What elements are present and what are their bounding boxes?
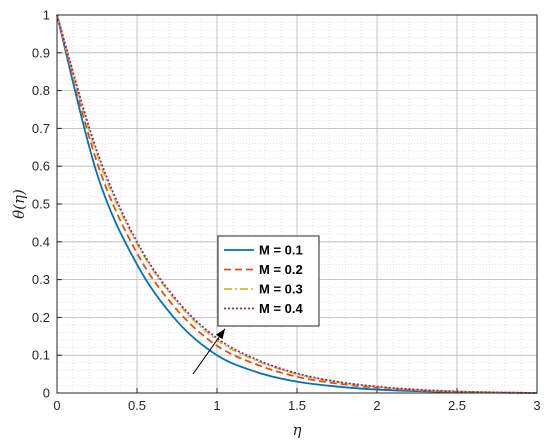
y-tick-label: 0	[43, 386, 50, 401]
annotation-arrow	[192, 328, 226, 375]
plot-frame	[56, 14, 538, 394]
y-tick-label: 0.6	[32, 159, 50, 174]
x-tick-label: 2	[373, 398, 380, 413]
legend-label: M = 0.2	[259, 262, 303, 277]
legend-box	[217, 235, 320, 327]
legend-label: M = 0.3	[259, 282, 303, 297]
x-axis-label: η	[293, 421, 302, 439]
y-axis-label: θ(η)	[10, 189, 28, 219]
series-group	[56, 14, 538, 394]
x-tick-label: 1	[213, 398, 220, 413]
y-tick-label: 0.5	[32, 197, 50, 212]
y-tick-label: 0.2	[32, 310, 50, 325]
x-tick-label: 1.5	[288, 398, 306, 413]
y-tick-label: 0.1	[32, 348, 50, 363]
x-tick-label: 0.5	[128, 398, 146, 413]
x-tick-label: 0	[53, 398, 60, 413]
legend-label: M = 0.1	[259, 243, 303, 258]
y-tick-label: 0.8	[32, 83, 50, 98]
arrow-head	[215, 328, 225, 340]
y-tick-label: 0.4	[32, 234, 50, 249]
x-tick-label: 2.5	[448, 398, 466, 413]
x-tick-labels: 0 0.5 1 1.5 2 2.5 3	[53, 398, 540, 413]
legend-label: M = 0.4	[259, 301, 303, 316]
legend: M = 0.1 M = 0.2 M = 0.3 M = 0.4	[217, 235, 320, 327]
y-tick-label: 0.9	[32, 45, 50, 60]
series-line-2	[56, 14, 538, 394]
x-tick-label: 3	[533, 398, 540, 413]
y-tick-labels: 0 0.1 0.2 0.3 0.4 0.5 0.6 0.7 0.8 0.9 1	[32, 8, 50, 401]
y-tick-label: 0.3	[32, 272, 50, 287]
y-tick-label: 1	[43, 8, 50, 23]
major-grid	[56, 14, 538, 394]
y-tick-label: 0.7	[32, 121, 50, 136]
